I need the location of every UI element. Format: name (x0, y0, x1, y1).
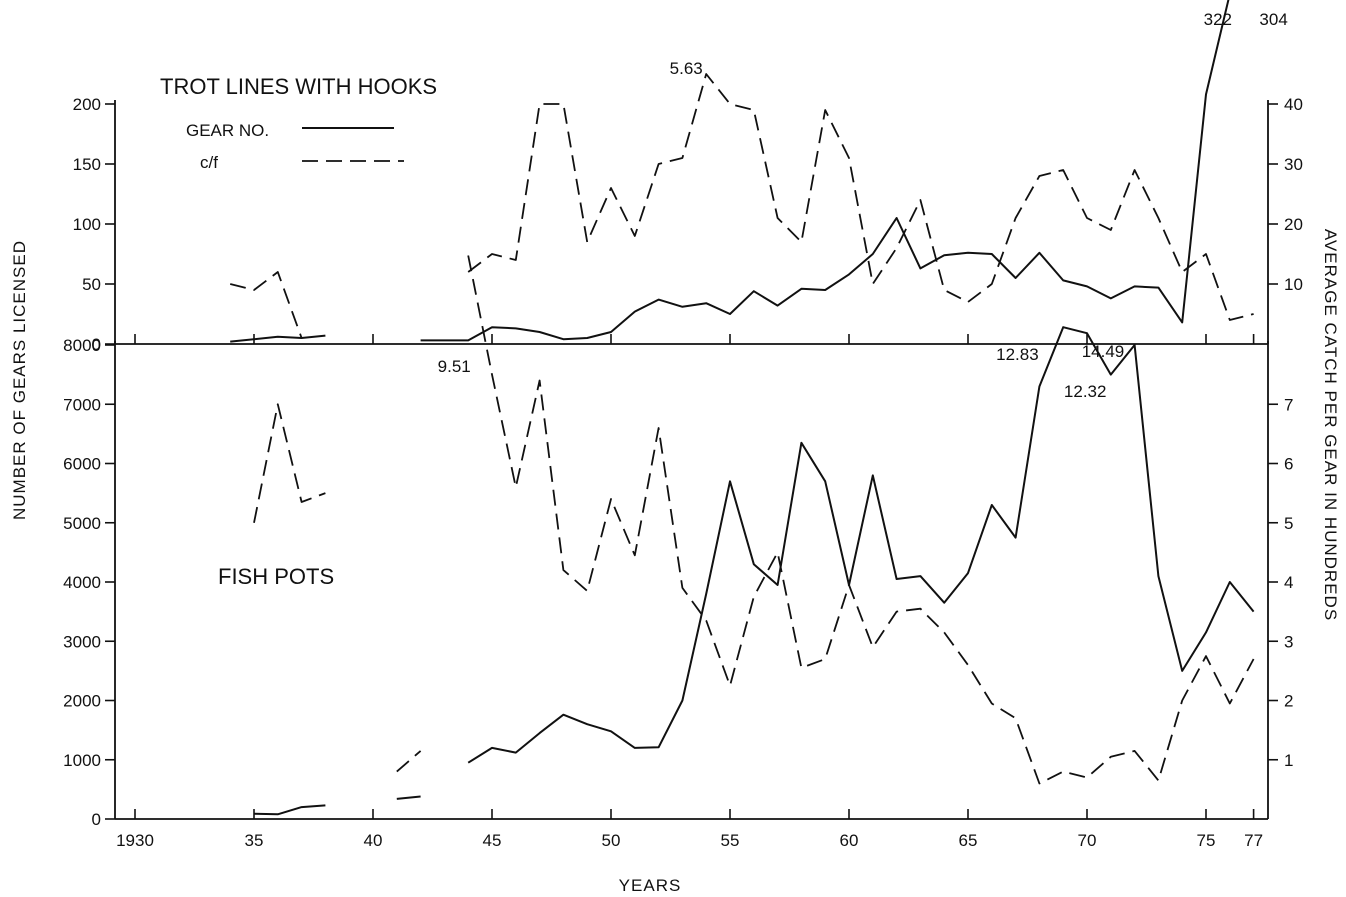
series-trot-lines-gear-no-segment (230, 334, 326, 343)
left-tick-label-fish-pots: 6000 (63, 455, 101, 474)
x-tick-label: 77 (1244, 831, 1263, 850)
x-tick-label: 65 (959, 831, 978, 850)
right-tick-label-fish-pots: 7 (1284, 395, 1293, 414)
series-fish-pots-catch-per-gear-segment (253, 403, 326, 523)
legend-label-gear: GEAR NO. (186, 121, 269, 140)
left-tick-label-fish-pots: 1000 (63, 751, 101, 770)
left-tick-label-fish-pots: 7000 (63, 395, 101, 414)
legend-label-cf: c/f (200, 153, 218, 172)
panel-title-trot-lines: TROT LINES WITH HOOKS (160, 74, 437, 99)
x-tick-label: 60 (840, 831, 859, 850)
x-tick-label: 55 (721, 831, 740, 850)
series-trot-lines-gear-no-segment (420, 0, 1230, 342)
right-tick-label-fish-pots: 3 (1284, 632, 1293, 651)
axes-layer (105, 100, 1278, 820)
series-trot-lines-catch-per-gear-segment (229, 271, 303, 339)
right-tick-label-fish-pots: 1 (1284, 751, 1293, 770)
series-fish-pots-catch-per-gear-segment (396, 750, 422, 773)
series-layer (229, 0, 1255, 816)
annotation-label: 9.51 (438, 357, 471, 376)
left-tick-label-trot-lines: 50 (82, 275, 101, 294)
right-tick-label-trot-lines: 20 (1284, 215, 1303, 234)
annotation-label: 12.32 (1064, 382, 1107, 401)
left-tick-label-fish-pots: 2000 (63, 692, 101, 711)
x-tick-label: 70 (1078, 831, 1097, 850)
series-fish-pots-gear-no-segment (467, 326, 1255, 764)
series-fish-pots-gear-no-segment (396, 795, 421, 800)
right-axis-title: AVERAGE CATCH PER GEAR IN HUNDREDS (1321, 229, 1340, 621)
left-tick-label-fish-pots: 4000 (63, 573, 101, 592)
x-tick-label: 35 (245, 831, 264, 850)
x-axis-title: YEARS (619, 876, 682, 895)
series-fish-pots-catch-per-gear-segment (467, 255, 1255, 785)
x-tick-label: 40 (364, 831, 383, 850)
right-tick-label-trot-lines: 10 (1284, 275, 1303, 294)
annotation-label: 5.63 (670, 59, 703, 78)
x-tick-label: 75 (1197, 831, 1216, 850)
left-tick-label-fish-pots: 8000 (63, 336, 101, 355)
x-tick-label: 45 (483, 831, 502, 850)
right-tick-label-fish-pots: 5 (1284, 514, 1293, 533)
annotation-label: 14.49 (1082, 342, 1125, 361)
right-tick-label-fish-pots: 4 (1284, 573, 1293, 592)
right-tick-label-trot-lines: 30 (1284, 155, 1303, 174)
right-tick-label-trot-lines: 40 (1284, 95, 1303, 114)
x-tick-label: 1930 (116, 831, 154, 850)
left-tick-label-trot-lines: 200 (73, 95, 101, 114)
annotation-label: 304 (1259, 10, 1287, 29)
left-tick-label-fish-pots: 0 (92, 810, 101, 829)
annotation-label: 322 (1204, 10, 1232, 29)
left-tick-label-fish-pots: 3000 (63, 632, 101, 651)
right-tick-label-fish-pots: 2 (1284, 692, 1293, 711)
left-tick-label-fish-pots: 5000 (63, 514, 101, 533)
left-tick-label-trot-lines: 100 (73, 215, 101, 234)
right-tick-label-fish-pots: 6 (1284, 455, 1293, 474)
left-axis-title: NUMBER OF GEARS LICENSED (10, 240, 29, 520)
series-fish-pots-gear-no-segment (253, 804, 326, 816)
x-tick-label: 50 (602, 831, 621, 850)
series-trot-lines-catch-per-gear-segment (467, 73, 1254, 321)
left-tick-label-trot-lines: 0 (92, 335, 101, 354)
left-tick-label-trot-lines: 150 (73, 155, 101, 174)
panel-title-fish-pots: FISH POTS (218, 564, 334, 589)
annotation-label: 12.83 (996, 345, 1039, 364)
